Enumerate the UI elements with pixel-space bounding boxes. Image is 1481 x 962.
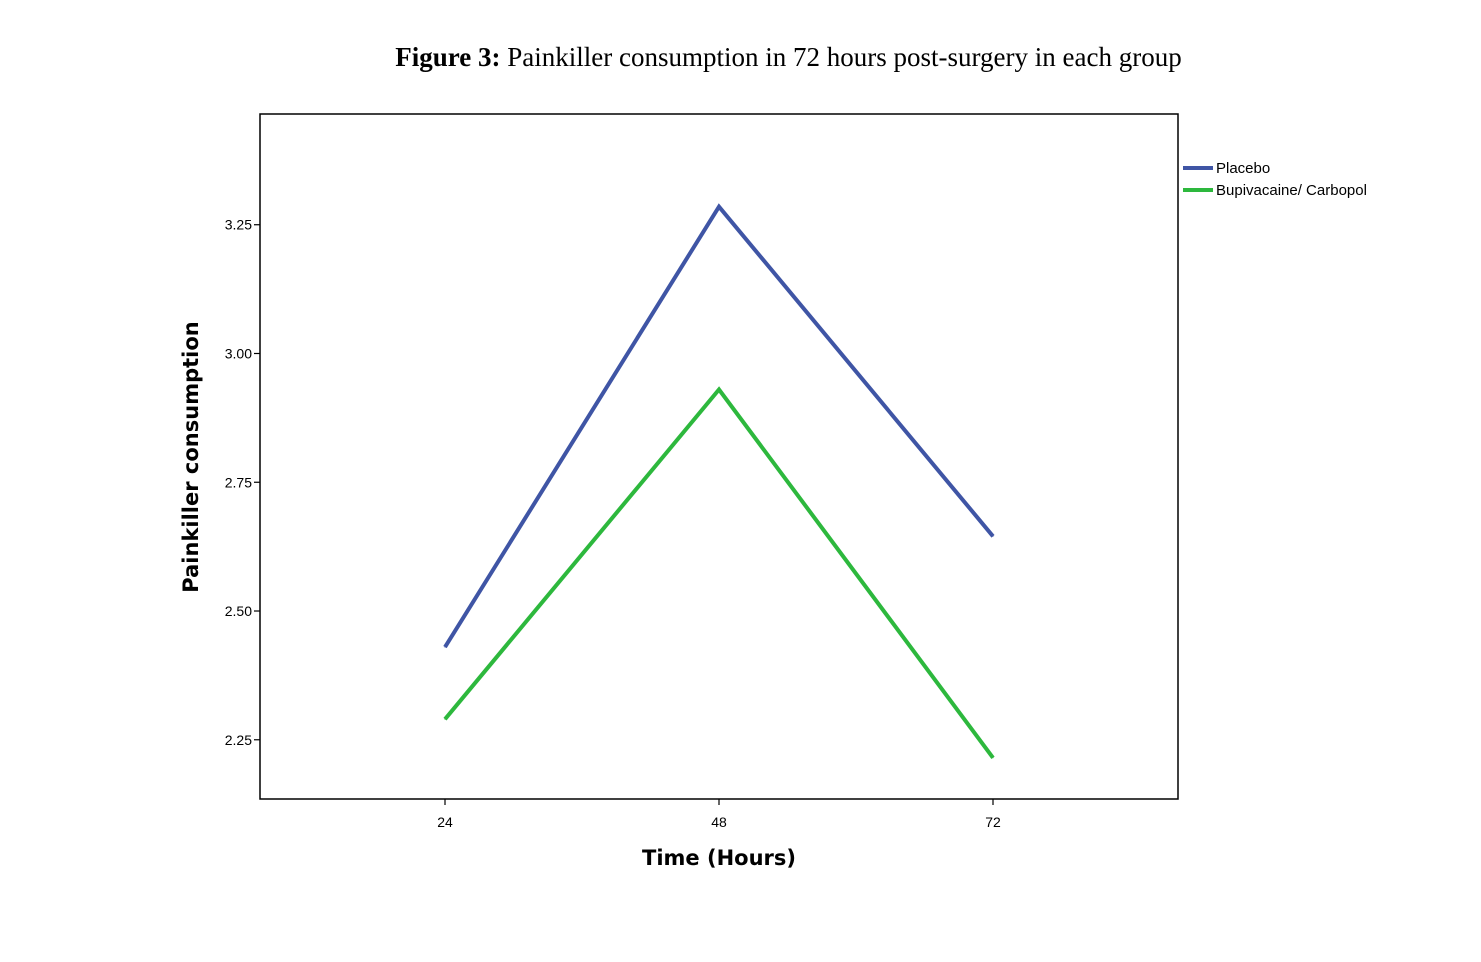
plot-area-frame	[259, 113, 1179, 800]
legend-label: Placebo	[1216, 160, 1270, 177]
x-axis: 24 48 72	[437, 799, 1001, 830]
y-tick-label: 2.25	[225, 732, 252, 748]
series-0-point	[718, 206, 720, 208]
series-0-point	[444, 646, 446, 648]
x-tick-label: 24	[437, 814, 453, 830]
x-axis-title: Time (Hours)	[642, 846, 796, 870]
y-tick-label: 2.50	[225, 603, 252, 619]
series-1-point	[718, 389, 720, 390]
series-0-point	[992, 535, 994, 537]
y-axis: 2.25 2.50 2.75 3.00 3.25	[225, 217, 260, 748]
legend-label: Bupivacaine/ Carbopol	[1216, 182, 1367, 199]
series-1-point	[444, 718, 446, 720]
y-tick-label: 2.75	[225, 474, 252, 490]
x-tick-label: 48	[711, 814, 727, 830]
figure-caption: Figure 3: Painkiller consumption in 72 h…	[0, 42, 1481, 73]
figure-caption-label: Figure 3:	[395, 42, 501, 72]
y-tick-label: 3.00	[225, 345, 252, 361]
series-1-point	[992, 757, 994, 759]
y-axis-title: Painkiller consumption	[179, 321, 203, 592]
figure-caption-text: Painkiller consumption in 72 hours post-…	[507, 42, 1182, 72]
y-tick-label: 3.25	[225, 217, 252, 233]
series-lines	[443, 203, 995, 759]
legend: Placebo Bupivacaine/ Carbopol	[1183, 160, 1367, 199]
x-tick-label: 72	[985, 814, 1001, 830]
